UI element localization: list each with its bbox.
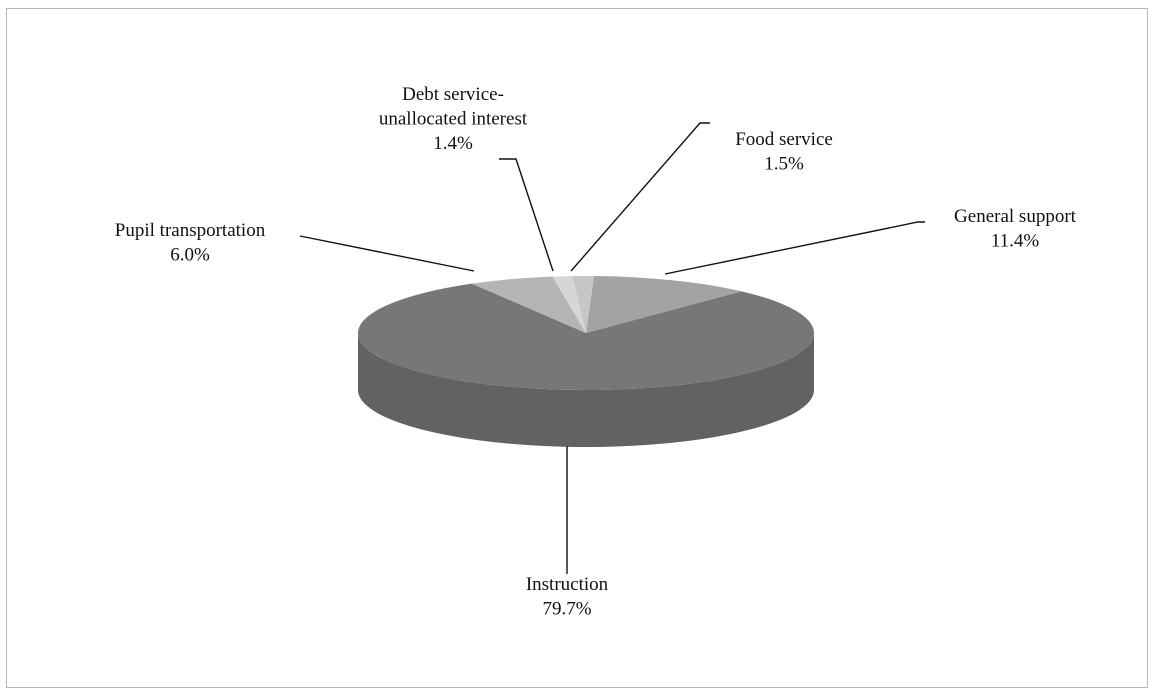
leader-line-3: [499, 158, 554, 272]
pie-side-1: [358, 333, 814, 447]
leader-line-0: [664, 221, 925, 275]
pie-slice-1: [357, 283, 814, 390]
slice-value-label: 1.5%: [764, 154, 804, 175]
pie-slice-3: [552, 276, 586, 333]
slice-value-label: 1.4%: [433, 133, 473, 154]
leader-lines: [299, 122, 925, 574]
leader-line-4: [570, 122, 710, 272]
slice-value-label: 79.7%: [542, 599, 591, 620]
pie-slice-4: [572, 276, 594, 333]
leader-line-2: [299, 235, 475, 272]
slice-category-label: Pupil transportation: [115, 220, 266, 241]
slice-value-label: 11.4%: [991, 231, 1040, 252]
slice-category-label: Instruction: [526, 574, 609, 595]
slice-labels: General support 11.4% Instruction 79.7% Pupi…: [115, 84, 1077, 620]
pie-slice-2: [471, 276, 586, 333]
pie-tops: [357, 276, 814, 390]
slice-category-label: Food service: [735, 129, 833, 150]
slice-category-label: General support: [954, 206, 1077, 227]
pie-sides: [358, 333, 814, 447]
slice-category-label: Debt service-: [402, 84, 504, 105]
slice-category-label: unallocated interest: [379, 109, 528, 130]
slice-value-label: 6.0%: [170, 245, 210, 266]
pie-slice-0: [586, 276, 742, 333]
